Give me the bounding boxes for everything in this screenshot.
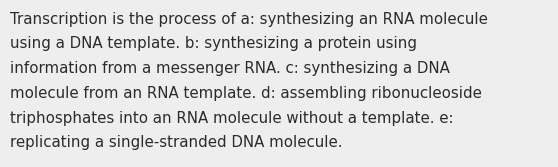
- Text: triphosphates into an RNA molecule without a template. e:: triphosphates into an RNA molecule witho…: [10, 111, 454, 126]
- Text: using a DNA template. b: synthesizing a protein using: using a DNA template. b: synthesizing a …: [10, 36, 417, 51]
- Text: molecule from an RNA template. d: assembling ribonucleoside: molecule from an RNA template. d: assemb…: [10, 86, 482, 101]
- Text: Transcription is the process of a: synthesizing an RNA molecule: Transcription is the process of a: synth…: [10, 12, 488, 27]
- Text: replicating a single-stranded DNA molecule.: replicating a single-stranded DNA molecu…: [10, 135, 343, 150]
- Text: information from a messenger RNA. c: synthesizing a DNA: information from a messenger RNA. c: syn…: [10, 61, 450, 76]
